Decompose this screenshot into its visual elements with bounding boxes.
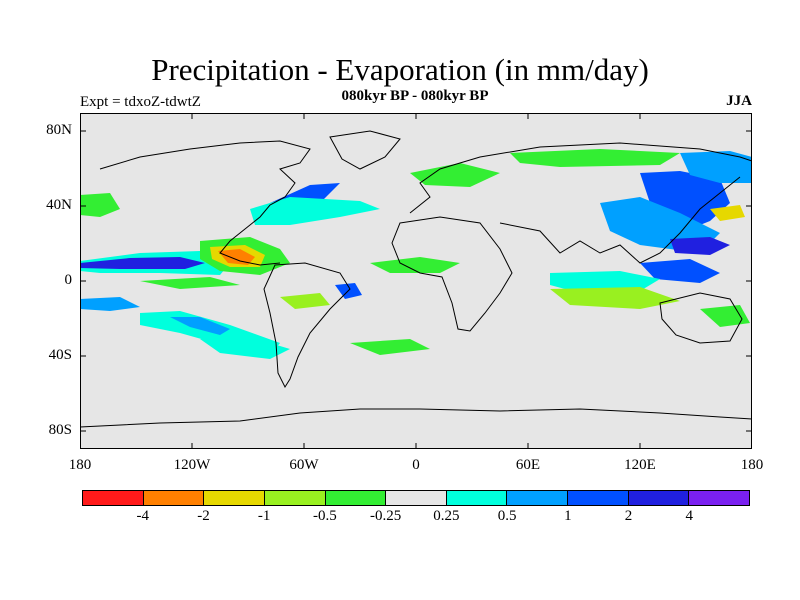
colorbar-label: -0.25 bbox=[370, 508, 402, 524]
colorbar-swatch bbox=[507, 491, 569, 505]
lon-label-120w: 120W bbox=[173, 457, 211, 473]
patch-central-america-orange bbox=[218, 249, 255, 265]
colorbar-swatch bbox=[264, 491, 326, 505]
patch-south-indian-green bbox=[550, 287, 680, 309]
antarctica-coast bbox=[80, 408, 752, 428]
experiment-label: Expt = tdxoZ-tdwtZ bbox=[80, 94, 201, 110]
africa-coast bbox=[391, 216, 513, 332]
colorbar-label: 2 bbox=[624, 508, 633, 524]
patch-north-atlantic-cyan bbox=[250, 197, 380, 225]
patch-south-atlantic-green bbox=[350, 339, 430, 355]
patch-east-pacific-green bbox=[140, 277, 240, 289]
patch-south-pacific-green bbox=[280, 293, 330, 309]
south-america-coast bbox=[263, 262, 351, 389]
colorbar-label: -1 bbox=[257, 508, 271, 524]
patch-north-pacific-green bbox=[80, 193, 120, 217]
lat-label-80s: 80S bbox=[48, 422, 72, 438]
asia-south-coast bbox=[499, 176, 741, 264]
colorbar-swatch bbox=[204, 491, 265, 505]
lon-label-180w: 180 bbox=[68, 457, 92, 473]
australia-coast bbox=[659, 292, 743, 344]
patch-europe-green bbox=[410, 163, 500, 187]
colorbar-swatch bbox=[143, 491, 205, 505]
anomaly-fields bbox=[80, 149, 752, 359]
colorbar-label: 0.5 bbox=[497, 508, 517, 524]
lon-label-120e: 120E bbox=[624, 457, 656, 473]
colorbar-label: -0.5 bbox=[313, 508, 337, 524]
season-label: JJA bbox=[726, 93, 752, 109]
colorbar-swatch bbox=[83, 491, 144, 505]
lon-label-180e: 180 bbox=[740, 457, 764, 473]
north-america-coast bbox=[99, 140, 311, 266]
lat-ticks bbox=[80, 130, 752, 432]
lon-ticks bbox=[191, 113, 641, 449]
greenland-coast bbox=[329, 130, 401, 170]
lat-label-40s: 40S bbox=[48, 347, 72, 363]
lon-label-0: 0 bbox=[412, 457, 420, 473]
patch-south-pacific-blue bbox=[170, 317, 230, 335]
patch-north-pacific bbox=[680, 151, 752, 183]
colorbar-swatch bbox=[386, 491, 447, 505]
colorbar-swatch bbox=[689, 491, 750, 505]
colorbar-label: -2 bbox=[197, 508, 210, 524]
patch-australia-green bbox=[700, 305, 750, 327]
colorbar-label: 4 bbox=[685, 508, 694, 524]
patch-west-pacific-core bbox=[670, 237, 730, 255]
patch-maritime bbox=[640, 259, 720, 283]
colorbar-swatch bbox=[446, 491, 508, 505]
colorbar-label: 0.25 bbox=[433, 508, 460, 524]
patch-southern-cyan bbox=[200, 337, 290, 359]
lat-label-0: 0 bbox=[64, 272, 73, 288]
lat-label-80n: 80N bbox=[46, 122, 72, 138]
world-map bbox=[80, 113, 752, 449]
colorbar-swatch bbox=[325, 491, 387, 505]
patch-west-pacific-s bbox=[80, 297, 140, 311]
colorbar bbox=[82, 490, 750, 506]
coastlines bbox=[80, 130, 752, 428]
patch-arctic-green bbox=[510, 149, 680, 167]
patch-africa-green bbox=[370, 257, 460, 273]
chart-subtitle: 080kyr BP - 080kyr BP bbox=[341, 88, 489, 104]
colorbar-swatch bbox=[628, 491, 690, 505]
colorbar-label: -4 bbox=[136, 508, 149, 524]
patch-asia-yellow bbox=[710, 205, 745, 221]
lon-label-60e: 60E bbox=[515, 457, 541, 473]
lat-label-40n: 40N bbox=[46, 197, 72, 213]
eurasia-coast bbox=[409, 142, 752, 214]
colorbar-swatch bbox=[568, 491, 629, 505]
chart-title: Precipitation - Evaporation (in mm/day) bbox=[151, 52, 649, 87]
patch-pacific-band-core bbox=[80, 257, 205, 269]
colorbar-label: 1 bbox=[564, 508, 572, 524]
lon-label-60w: 60W bbox=[289, 457, 319, 473]
